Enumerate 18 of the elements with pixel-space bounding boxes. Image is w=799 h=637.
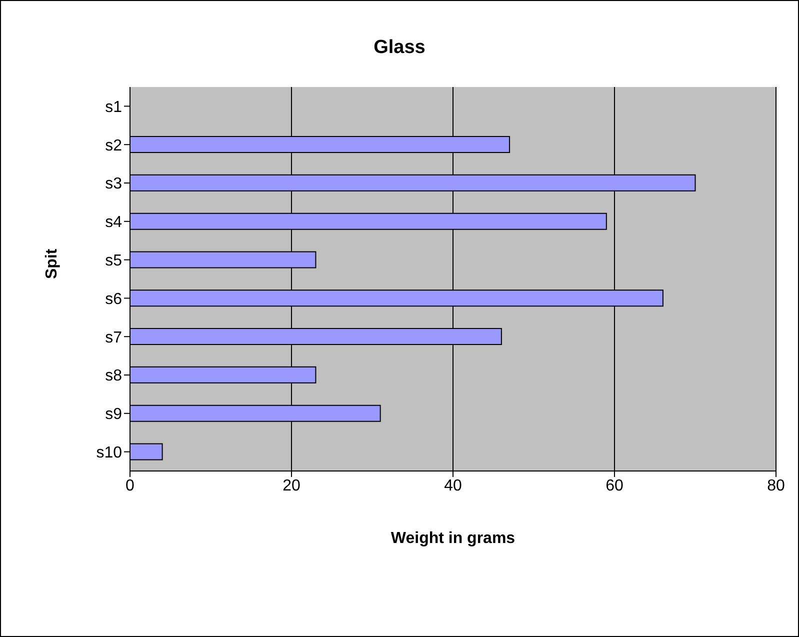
y-tick-label: s7 bbox=[105, 329, 122, 346]
y-tick-label: s10 bbox=[96, 444, 122, 462]
y-tick-label: s2 bbox=[105, 137, 122, 154]
chart-title: Glass bbox=[372, 37, 426, 59]
x-tick-label: 40 bbox=[444, 477, 462, 494]
x-tick-label: 0 bbox=[126, 477, 135, 494]
y-axis-title: Spit bbox=[44, 248, 61, 279]
x-tick-label: 60 bbox=[606, 477, 624, 494]
x-tick-label: 80 bbox=[767, 477, 785, 494]
y-tick-label: s5 bbox=[105, 252, 122, 270]
x-axis-title: Weight in grams bbox=[390, 530, 516, 547]
x-tick-label: 20 bbox=[282, 477, 300, 494]
y-tick-label: s1 bbox=[105, 98, 122, 116]
y-tick-label: s3 bbox=[105, 176, 122, 193]
y-tick-label: s8 bbox=[105, 368, 122, 385]
y-tick-label: s4 bbox=[105, 214, 122, 232]
y-tick-label: s6 bbox=[105, 290, 122, 308]
y-tick-label: s9 bbox=[105, 406, 122, 424]
